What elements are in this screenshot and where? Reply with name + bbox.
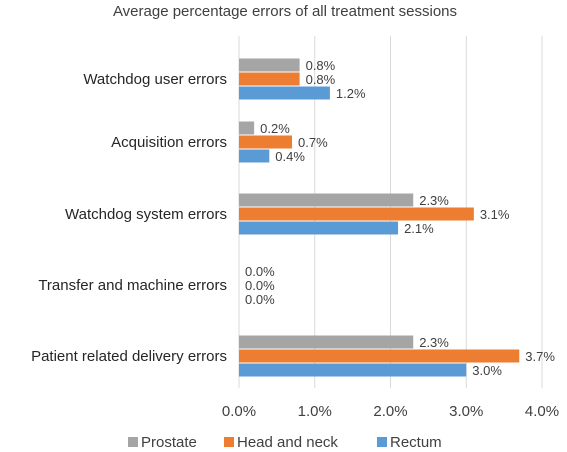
data-label: 1.2% [336,86,366,101]
bar [239,135,293,149]
bars [239,58,520,377]
category-labels: Watchdog user errors Acquisition errors Wa… [31,71,227,365]
category-label: Transfer and machine errors [38,277,227,294]
chart-title: Average percentage errors of all treatme… [113,3,457,20]
category-label: Patient related delivery errors [31,348,227,365]
data-label: 0.0% [245,278,275,293]
legend: Prostate Head and neck Rectum [128,434,442,451]
bar [239,349,520,363]
bar [239,363,467,377]
bar [239,207,474,221]
data-label: 0.2% [260,121,290,136]
legend-swatch [128,437,138,447]
data-labels: 0.8%0.8%1.2% 0.2% 0.7%0.4% 2.3% 3.1% 2.1% 0.0%… [245,58,555,378]
bar [239,193,414,207]
data-label: 2.3% [419,335,449,350]
legend-label: Prostate [141,434,197,451]
x-tick-label: 4.0% [525,403,559,420]
data-label: 2.3% [419,193,449,208]
data-label: 0.4% [275,149,305,164]
category-label: Watchdog user errors [83,71,227,88]
bar [239,149,270,163]
data-label: 0.7% [298,135,328,150]
category-label: Acquisition errors [111,134,227,151]
bar [239,221,399,235]
x-tick-label: 2.0% [373,403,407,420]
data-label: 0.0% [245,264,275,279]
data-label: 3.7% [525,349,555,364]
x-tick-label: 0.0% [222,403,256,420]
legend-label: Rectum [390,434,442,451]
data-label: 0.0% [245,292,275,307]
legend-swatch [224,437,234,447]
bar [239,121,255,135]
x-tick-label: 1.0% [298,403,332,420]
category-label: Watchdog system errors [65,206,227,223]
x-tick-labels: 0.0% 1.0% 2.0% 3.0% 4.0% [222,403,559,420]
data-label: 2.1% [404,221,434,236]
bar [239,72,300,86]
x-tick-label: 3.0% [449,403,483,420]
bar [239,86,330,100]
legend-label: Head and neck [237,434,338,451]
data-label: 0.8% [306,72,336,87]
data-label: 0.8% [306,58,336,73]
data-label: 3.1% [480,207,510,222]
bar [239,58,300,72]
data-label: 3.0% [472,363,502,378]
bar [239,335,414,349]
legend-swatch [377,437,387,447]
